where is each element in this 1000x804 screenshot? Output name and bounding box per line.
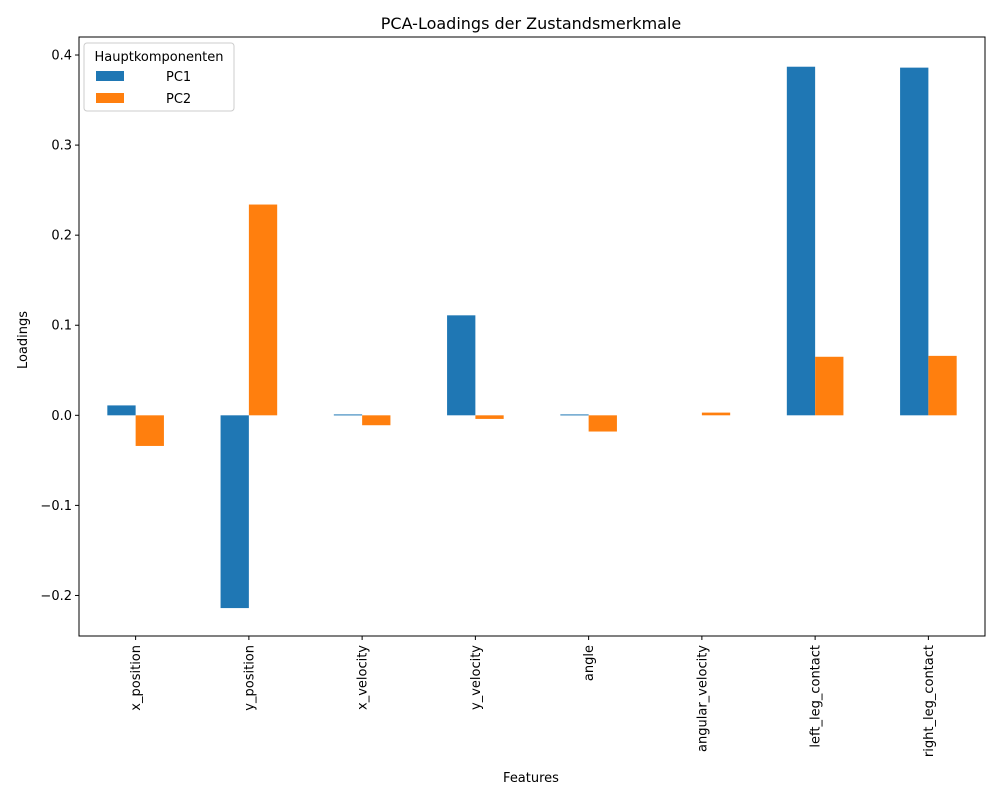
x-tick-label-y-position: y_position bbox=[242, 645, 257, 711]
y-tick-label: 0.3 bbox=[51, 139, 72, 154]
bar-pc2-y-velocity bbox=[475, 415, 504, 419]
y-tick-label: 0.2 bbox=[51, 229, 72, 244]
x-tick-label-angle: angle bbox=[582, 645, 597, 681]
legend-label-pc1: PC1 bbox=[166, 70, 191, 85]
bar-pc1-angle bbox=[560, 414, 589, 416]
x-tick-label-right-leg-contact: right_leg_contact bbox=[922, 645, 937, 757]
x-axis-label: Features bbox=[503, 771, 559, 786]
plot-frame bbox=[78, 36, 986, 637]
bar-pc1-y-position bbox=[220, 415, 249, 609]
x-tick-label-x-position: x_position bbox=[129, 645, 144, 711]
x-tick-label-x-velocity: x_velocity bbox=[356, 645, 371, 710]
bar-pc2-y-position bbox=[248, 204, 278, 416]
legend-title: Hauptkomponenten bbox=[94, 50, 223, 65]
bar-pc1-left-leg-contact bbox=[786, 66, 816, 416]
bar-pc1-x-velocity bbox=[333, 414, 363, 416]
y-tick-label: −0.1 bbox=[40, 499, 72, 514]
x-tick-label-left-leg-contact: left_leg_contact bbox=[809, 645, 824, 748]
bar-pc2-left-leg-contact bbox=[815, 356, 844, 416]
bar-pc2-angular-velocity bbox=[701, 412, 731, 416]
bar-pc2-x-velocity bbox=[362, 415, 391, 426]
x-tick-label-angular-velocity: angular_velocity bbox=[695, 645, 710, 752]
bar-pc2-right-leg-contact bbox=[928, 355, 957, 416]
chart-title: PCA-Loadings der Zustandsmerkmale bbox=[381, 14, 682, 33]
y-axis-label: Loadings bbox=[16, 311, 31, 369]
y-tick-label: −0.2 bbox=[40, 589, 72, 604]
x-tick-label-y-velocity: y_velocity bbox=[469, 645, 484, 710]
bar-pc1-y-velocity bbox=[447, 315, 476, 416]
bar-pc1-x-position bbox=[107, 405, 136, 416]
bar-pc2-angle bbox=[588, 415, 617, 432]
legend-swatch-pc1 bbox=[96, 71, 124, 81]
legend-label-pc2: PC2 bbox=[166, 92, 191, 107]
y-tick-label: 0.0 bbox=[51, 409, 72, 424]
bar-pc2-x-position bbox=[135, 415, 164, 446]
bar-pc1-right-leg-contact bbox=[900, 67, 929, 416]
legend-swatch-pc2 bbox=[96, 93, 124, 103]
plot-area: −0.2 −0.1 0.0 0.1 0.2 0.3 0.4 x_position y_posit… bbox=[40, 36, 986, 757]
y-tick-label: 0.4 bbox=[51, 49, 72, 64]
legend: Hauptkomponenten PC1 PC2 bbox=[83, 42, 235, 112]
y-tick-label: 0.1 bbox=[51, 319, 72, 334]
